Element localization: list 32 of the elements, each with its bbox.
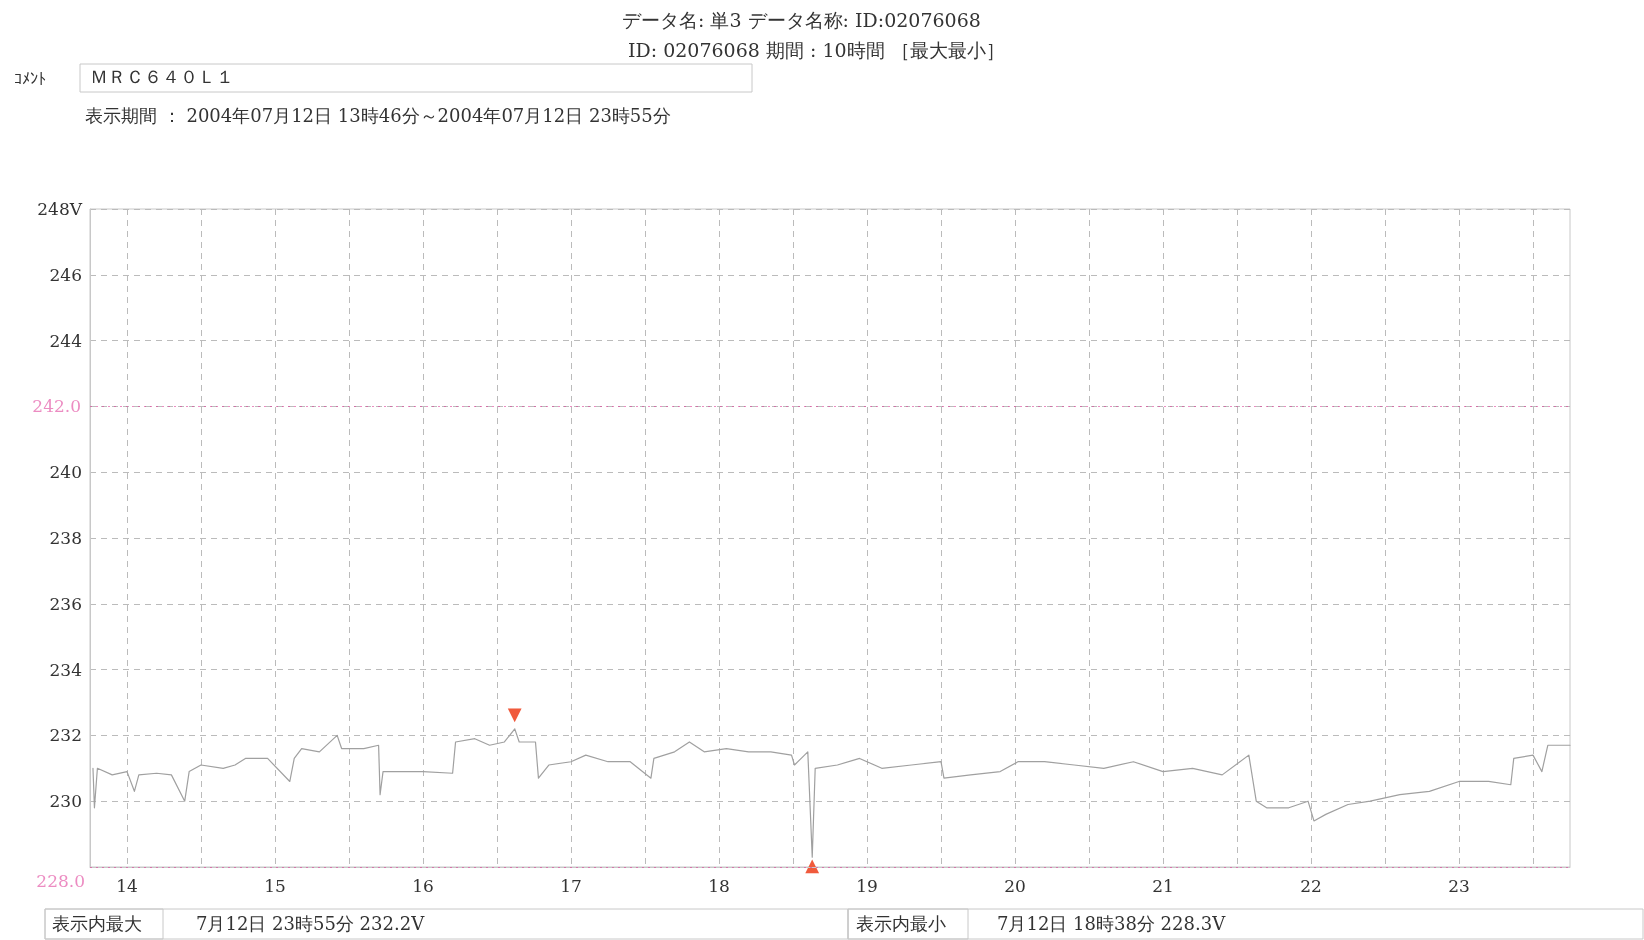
chart-subtitle: ID: 02076068 期間 : 10時間 ［最大最小］: [628, 38, 1005, 61]
text: 表示期間 ： 2004年07月12日 13時46分～2004年07月12日 23時55分: [85, 104, 671, 126]
y-tick-label: 230: [49, 791, 82, 812]
x-tick-label: 14: [116, 875, 138, 896]
text: 表示内最大: [52, 912, 142, 934]
chart-title: データ名: 単3 データ名称: ID:02076068: [622, 8, 981, 31]
text: 7月12日 18時38分 228.3V: [997, 912, 1227, 934]
text: 表示内最小: [856, 912, 946, 934]
x-tick-label: 22: [1300, 875, 1322, 896]
ref-line-label: 242.0: [32, 396, 81, 417]
ref-line-label: 228.0: [36, 871, 85, 891]
y-tick-label: 244: [49, 330, 82, 351]
y-tick-label: 246: [49, 264, 82, 285]
y-tick-label: 232: [49, 725, 82, 746]
y-tick-label: 234: [49, 659, 82, 680]
line-series: [92, 728, 1571, 858]
y-tick-label: 236: [49, 593, 82, 614]
y-tick-label: 238: [49, 528, 82, 548]
x-tick-label: 15: [264, 875, 286, 896]
x-tick-label: 21: [1152, 875, 1174, 896]
text: 7月12日 23時55分 232.2V: [196, 912, 426, 934]
x-tick-label: 19: [856, 875, 878, 896]
text: ＭＲＣ６４０Ｌ１: [90, 65, 234, 87]
x-tick-label: 16: [412, 875, 434, 896]
y-tick-label: 248V: [37, 199, 83, 219]
text: ｺﾒﾝﾄ: [14, 68, 46, 88]
annotation: ▼: [507, 703, 522, 725]
x-tick-label: 17: [560, 875, 582, 896]
x-tick-label: 18: [708, 875, 730, 896]
x-tick-label: 20: [1004, 875, 1026, 896]
y-tick-label: 240: [49, 462, 82, 483]
x-tick-label: 23: [1448, 875, 1470, 896]
